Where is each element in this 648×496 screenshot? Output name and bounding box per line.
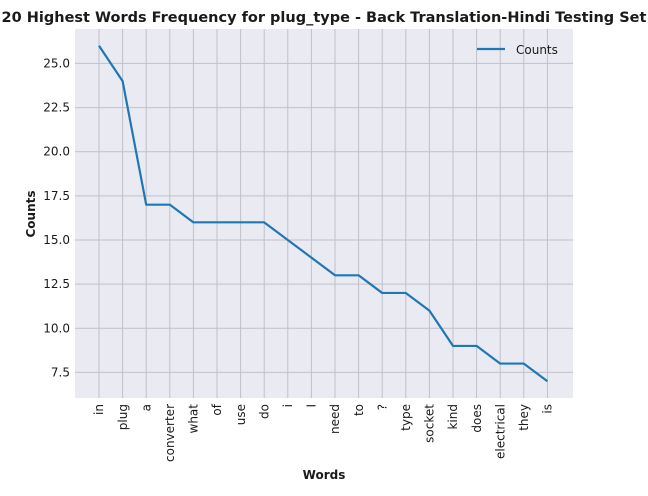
data-point (98, 45, 100, 47)
y-tick-label: 25.0 (43, 56, 70, 70)
y-tick-label: 22.5 (43, 101, 70, 115)
data-point (546, 380, 548, 382)
data-point (310, 257, 312, 259)
y-tick-label: 12.5 (43, 277, 70, 291)
data-point (240, 221, 242, 223)
x-tick-label: a (139, 404, 153, 411)
x-tick-label: in (92, 404, 106, 415)
data-point (499, 363, 501, 365)
x-tick-label: I (305, 404, 319, 408)
legend-label: Counts (516, 43, 558, 57)
data-point (122, 80, 124, 82)
x-tick-label: do (257, 404, 271, 419)
x-tick-label: is (541, 404, 555, 414)
data-point (145, 204, 147, 206)
data-point (263, 221, 265, 223)
x-tick-label: ? (375, 404, 389, 410)
series-layer (98, 45, 549, 383)
data-point (428, 310, 430, 312)
data-point (334, 274, 336, 276)
x-tick-label: of (210, 403, 224, 415)
x-tick-label: i (281, 404, 295, 407)
y-tick-label: 17.5 (43, 189, 70, 203)
data-point (358, 274, 360, 276)
data-point (476, 345, 478, 347)
x-tick-label: socket (423, 404, 437, 443)
x-tick-label: plug (116, 404, 130, 430)
chart-title: 20 Highest Words Frequency for plug_type… (2, 10, 647, 26)
x-tick-label: electrical (493, 404, 507, 459)
x-tick-label: to (352, 404, 366, 416)
plot-area (75, 29, 573, 398)
x-tick-label: what (187, 404, 201, 434)
x-tick-label: type (399, 404, 413, 431)
y-tick-label: 7.5 (51, 365, 70, 379)
x-tick-label: they (517, 404, 531, 431)
data-point (216, 221, 218, 223)
data-point (405, 292, 407, 294)
y-tick-label: 10.0 (43, 321, 70, 335)
y-axis-label: Counts (24, 190, 38, 237)
x-tick-label: converter (163, 404, 177, 462)
y-tick-label: 20.0 (43, 145, 70, 159)
data-point (452, 345, 454, 347)
data-point (169, 204, 171, 206)
data-point (287, 239, 289, 241)
x-tick-label: need (328, 404, 342, 434)
x-tick-label: does (470, 404, 484, 433)
legend: Counts (477, 43, 558, 57)
series-line-counts (98, 45, 549, 383)
x-tick-label: kind (446, 404, 460, 430)
x-tick-label: use (234, 404, 248, 425)
tick-layer: 7.5 10.0 12.5 15.0 17.5 20.0 22.5 25.0 in plug a co… (43, 56, 554, 462)
y-tick-label: 15.0 (43, 233, 70, 247)
grid-layer (75, 29, 573, 398)
data-point (381, 292, 383, 294)
data-point (192, 221, 194, 223)
data-point (523, 363, 525, 365)
x-axis-label: Words (303, 468, 346, 482)
